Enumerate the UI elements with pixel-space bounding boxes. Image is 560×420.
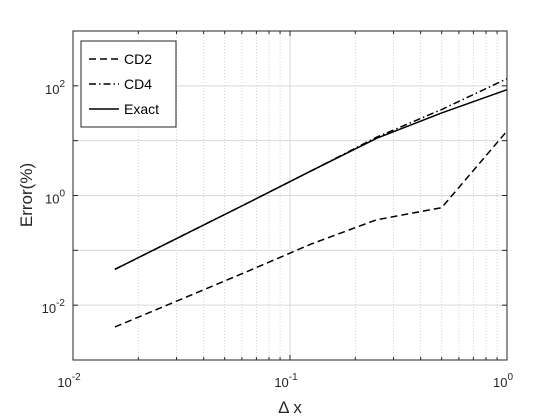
x-axis-title: Δ x xyxy=(278,398,302,417)
y-tick-label: 100 xyxy=(45,189,65,207)
y-axis-title: Error(%) xyxy=(17,163,36,227)
y-tick-label: 102 xyxy=(45,79,65,97)
x-tick-label: 10-2 xyxy=(57,372,81,390)
series-line-exact xyxy=(114,88,508,271)
series-line-cd2 xyxy=(114,130,508,328)
tick-labels: 10-2 10-1 100 10-2 100 102 xyxy=(42,79,514,390)
legend: CD2 CD4 Exact xyxy=(80,40,177,128)
legend-box xyxy=(80,40,177,128)
legend-label-cd4: CD4 xyxy=(124,76,152,92)
x-tick-label: 100 xyxy=(493,372,513,390)
x-tick-label: 10-1 xyxy=(274,372,298,390)
y-tick-label: 10-2 xyxy=(42,298,66,316)
tick-marks xyxy=(72,30,507,361)
legend-label-cd2: CD2 xyxy=(124,51,152,67)
series-group xyxy=(114,78,508,328)
legend-label-exact: Exact xyxy=(124,101,159,117)
